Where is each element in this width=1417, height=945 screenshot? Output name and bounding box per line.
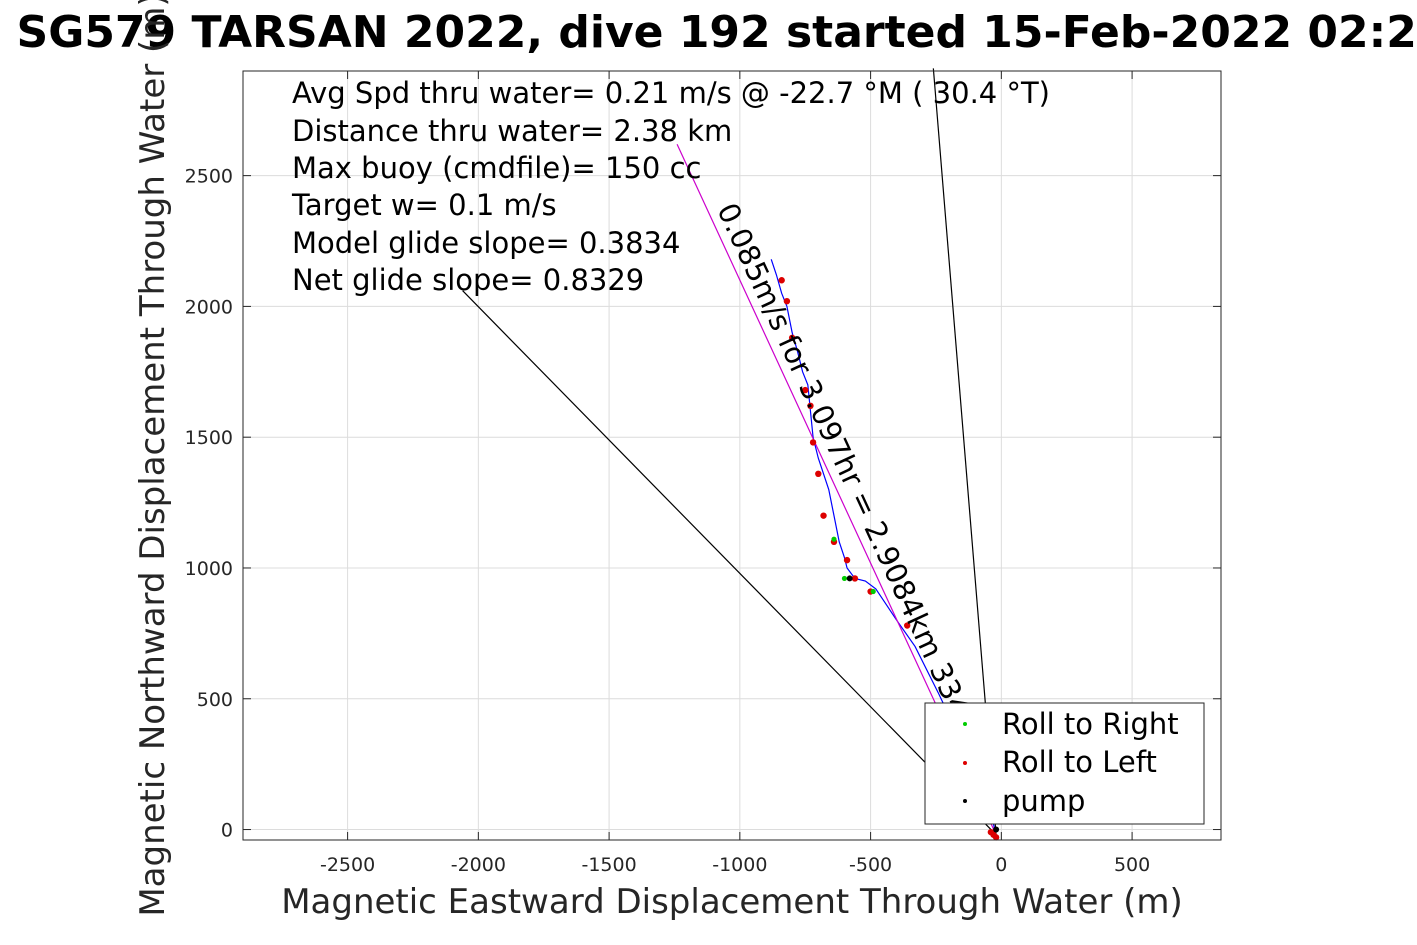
pump-point-0	[846, 575, 853, 582]
x-axis-label: Magnetic Eastward Displacement Through W…	[281, 882, 1183, 922]
x-tick-label-2: -1500	[581, 854, 636, 876]
points-layer	[778, 277, 1000, 841]
x-tick-label-6: 500	[1114, 854, 1150, 876]
x-tick-labels: -2500 -2000 -1500 -1000 -500 0 500	[320, 854, 1150, 876]
y-tick-label-0: 0	[221, 820, 233, 842]
y-axis-label: Magnetic Northward Displacement Through …	[133, 0, 173, 917]
roll-left-point-12	[904, 622, 911, 629]
roll-left-point-5	[809, 439, 817, 446]
roll-right-point-2	[831, 536, 837, 542]
legend-box	[924, 702, 1205, 825]
annotation-max-buoy: Max buoy (cmdfile)= 150 cc	[292, 151, 701, 185]
legend-label-roll-left: Roll to Left	[1002, 745, 1157, 779]
legend-marker-pump	[963, 799, 967, 803]
legend-marker-roll-left	[963, 761, 967, 765]
y-tick-label-3: 1500	[185, 427, 233, 449]
annotation-distance: Distance thru water= 2.38 km	[292, 114, 732, 148]
roll-left-point-15	[992, 834, 1000, 841]
legend-marker-roll-right	[963, 722, 967, 726]
annotation-target-w: Target w= 0.1 m/s	[291, 188, 557, 222]
roll-left-point-6	[815, 470, 822, 478]
roll-right-point-1	[870, 588, 876, 595]
y-tick-label-2: 1000	[185, 558, 233, 580]
x-tick-label-1: -2000	[451, 854, 506, 876]
annotations: Avg Spd thru water= 0.21 m/s @ -22.7 °M …	[291, 76, 1050, 297]
legend-label-pump: pump	[1002, 784, 1085, 818]
series-line-current-line	[462, 290, 997, 836]
plot-frame	[242, 70, 1222, 841]
roll-left-point-10	[851, 575, 859, 582]
x-tick-label-3: -1000	[712, 854, 767, 876]
roll-left-point-0	[778, 277, 785, 284]
y-tick-label-5: 2500	[185, 166, 233, 188]
annotation-model-glide: Model glide slope= 0.3834	[292, 226, 680, 260]
roll-left-point-7	[820, 512, 827, 519]
x-tick-label-4: -500	[849, 854, 892, 876]
x-tick-label-5: 0	[995, 854, 1007, 876]
y-tick-labels: 0 500 1000 1500 2000 2500	[185, 166, 233, 842]
roll-left-point-2	[788, 334, 796, 341]
roll-left-point-9	[843, 556, 851, 564]
roll-left-point-1	[783, 297, 791, 305]
chart-title: SG579 TARSAN 2022, dive 192 started 15-F…	[17, 7, 1417, 58]
annotation-net-glide: Net glide slope= 0.8329	[292, 263, 644, 297]
annotation-avg-speed: Avg Spd thru water= 0.21 m/s @ -22.7 °M …	[292, 76, 1050, 110]
y-tick-label-1: 500	[197, 689, 233, 711]
pump-point-1	[993, 826, 1000, 833]
y-tick-label-4: 2000	[185, 296, 233, 318]
x-tick-label-0: -2500	[320, 854, 375, 876]
legend: Roll to Right Roll to Left pump	[924, 702, 1205, 825]
roll-left-point-3	[802, 386, 809, 394]
roll-left-point-4	[807, 402, 814, 410]
legend-label-roll-right: Roll to Right	[1002, 707, 1179, 741]
series-line-track	[770, 259, 997, 835]
roll-right-point-0	[841, 575, 848, 582]
